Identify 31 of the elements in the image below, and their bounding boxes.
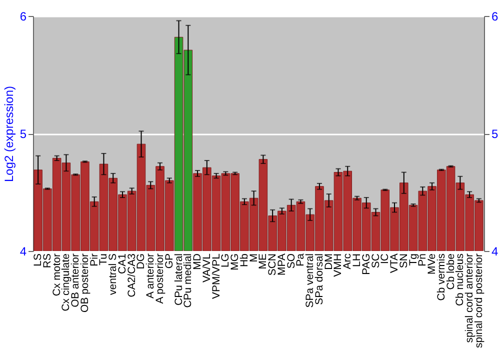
x-tick-label: IC [379,253,392,264]
x-tick-label: Pa [294,253,307,266]
x-tick-label: Cb lobe [444,253,457,290]
x-tick-label: Tg [407,253,420,266]
y2-tick-label: 5 [492,127,498,141]
x-tick-label: A anterior [144,253,157,298]
x-tick-label: Tu [98,253,110,266]
x-tick-label: ME [257,254,270,270]
x-tick-label: CA2/CA3 [126,253,138,298]
x-tick-label: SO [285,254,298,269]
x-tick-label: M [248,254,260,262]
x-tick-label: DM [322,254,335,270]
x-tick-label: PAG [360,254,372,275]
x-tick-label: LG [220,254,232,268]
x-tick-label: Pn [416,253,429,266]
y-axis-title: Log2 (expression) [2,86,16,182]
y-tick-label: 5 [20,127,27,141]
x-tick-label: Pir [88,253,100,266]
y-tick-label: 4 [20,244,27,258]
y-tick-label: 6 [20,10,27,24]
x-tick-label: DG [135,254,148,270]
x-tick-label: VMH [332,254,344,277]
y2-tick-label: 6 [492,10,498,24]
x-tick-label: Hb [238,253,250,267]
x-tick-label: CPu medial [182,254,194,308]
x-tick-label: SC [370,253,382,268]
y2-tick-label: 4 [492,244,498,258]
x-tick-label: Cx cingulate [60,253,72,312]
x-tick-label: Cb nucleus [454,254,466,306]
x-tick-label: SPa dorsal [313,254,326,305]
x-tick-label: VPM/VPL [210,253,222,300]
